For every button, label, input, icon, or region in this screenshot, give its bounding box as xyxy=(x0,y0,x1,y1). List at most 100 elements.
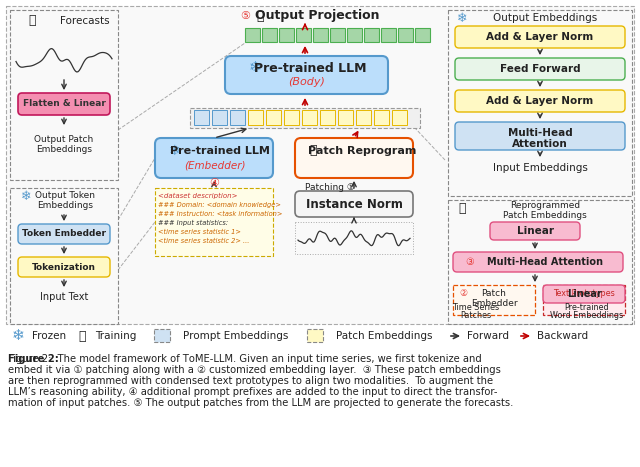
Bar xyxy=(302,110,317,125)
Text: ❄: ❄ xyxy=(248,61,261,76)
FancyBboxPatch shape xyxy=(225,56,388,94)
Text: ❄: ❄ xyxy=(457,12,467,24)
Text: Prompt Embeddings: Prompt Embeddings xyxy=(183,331,289,341)
Text: embed it via ① patching along with a ② customized embedding layer.  ③ These patc: embed it via ① patching along with a ② c… xyxy=(8,365,501,375)
FancyBboxPatch shape xyxy=(455,26,625,48)
Bar xyxy=(154,329,170,342)
Text: Linear: Linear xyxy=(566,289,602,299)
Text: Add & Layer Norm: Add & Layer Norm xyxy=(486,32,594,42)
Bar xyxy=(330,28,345,42)
Bar xyxy=(307,329,323,342)
Text: Figure 2:  The model framework of TᴏME-LLM. Given an input time series, we first: Figure 2: The model framework of TᴏME-LL… xyxy=(8,354,482,364)
Text: Time Series: Time Series xyxy=(452,304,500,312)
Text: 🔥: 🔥 xyxy=(458,201,466,214)
Text: Patches: Patches xyxy=(460,311,492,320)
Bar xyxy=(266,110,281,125)
FancyBboxPatch shape xyxy=(295,191,413,217)
Bar xyxy=(262,28,277,42)
Bar xyxy=(284,110,299,125)
Text: 🔥: 🔥 xyxy=(78,330,86,342)
FancyBboxPatch shape xyxy=(453,252,623,272)
Text: Feed Forward: Feed Forward xyxy=(500,64,580,74)
FancyBboxPatch shape xyxy=(18,93,110,115)
Bar xyxy=(320,110,335,125)
Bar xyxy=(448,10,632,196)
FancyBboxPatch shape xyxy=(543,285,625,303)
Bar xyxy=(338,110,353,125)
Text: Embedder: Embedder xyxy=(470,298,517,307)
Bar xyxy=(230,110,245,125)
Bar xyxy=(398,28,413,42)
Text: ❄: ❄ xyxy=(12,328,24,344)
Text: Flatten & Linear: Flatten & Linear xyxy=(22,99,106,108)
Text: mation of input patches. ⑤ The output patches from the LLM are projected to gene: mation of input patches. ⑤ The output pa… xyxy=(8,398,513,408)
FancyBboxPatch shape xyxy=(18,257,110,277)
Text: ### Domain: <domain knowledge>: ### Domain: <domain knowledge> xyxy=(158,202,281,208)
Bar xyxy=(374,110,389,125)
Text: Frozen: Frozen xyxy=(32,331,66,341)
Text: ④: ④ xyxy=(209,178,219,188)
Text: Word Embeddings: Word Embeddings xyxy=(550,311,623,320)
FancyBboxPatch shape xyxy=(18,224,110,244)
Bar xyxy=(381,28,396,42)
Text: ②: ② xyxy=(459,289,467,297)
Bar xyxy=(347,28,362,42)
Text: Forecasts: Forecasts xyxy=(60,16,109,26)
Text: Text Prototypes: Text Prototypes xyxy=(553,289,615,297)
Text: Forward: Forward xyxy=(467,331,509,341)
Text: (Embedder): (Embedder) xyxy=(184,160,246,170)
Text: Multi-Head Attention: Multi-Head Attention xyxy=(487,257,603,267)
Text: 🔥: 🔥 xyxy=(256,9,264,22)
Text: Instance Norm: Instance Norm xyxy=(305,198,403,211)
Text: are then reprogrammed with condensed text prototypes to align two modalities.  T: are then reprogrammed with condensed tex… xyxy=(8,376,493,386)
Bar xyxy=(245,28,260,42)
Text: Pre-trained: Pre-trained xyxy=(564,304,609,312)
Text: 🔥: 🔥 xyxy=(28,14,36,27)
Text: <time series statistic 2> ...: <time series statistic 2> ... xyxy=(158,238,250,244)
Bar xyxy=(6,6,634,324)
Text: Output Token: Output Token xyxy=(35,191,95,200)
Text: Backward: Backward xyxy=(537,331,588,341)
Bar xyxy=(194,110,209,125)
Text: ❄: ❄ xyxy=(169,144,181,158)
Text: Input Embeddings: Input Embeddings xyxy=(493,163,588,173)
Text: Add & Layer Norm: Add & Layer Norm xyxy=(486,96,594,106)
Text: Embeddings: Embeddings xyxy=(36,144,92,154)
Text: (Body): (Body) xyxy=(289,77,325,87)
Bar xyxy=(190,108,420,128)
Bar xyxy=(212,110,227,125)
Bar xyxy=(448,200,632,324)
Text: Patch: Patch xyxy=(481,289,506,297)
Text: Patch Embeddings: Patch Embeddings xyxy=(336,331,433,341)
Bar xyxy=(364,28,379,42)
Text: Pre-trained LLM: Pre-trained LLM xyxy=(253,62,366,75)
Text: ③: ③ xyxy=(466,257,474,267)
Bar xyxy=(453,285,535,315)
Text: Figure 2:: Figure 2: xyxy=(8,354,59,364)
Text: Input Text: Input Text xyxy=(40,292,88,302)
FancyBboxPatch shape xyxy=(295,138,413,178)
Text: Embeddings: Embeddings xyxy=(37,201,93,211)
Text: ### Input statistics:: ### Input statistics: xyxy=(158,220,228,226)
Text: <dataset description>: <dataset description> xyxy=(158,193,237,199)
FancyBboxPatch shape xyxy=(455,122,625,150)
Text: 🔥: 🔥 xyxy=(309,144,317,157)
Text: ### Instruction: <task information>: ### Instruction: <task information> xyxy=(158,211,282,217)
Bar xyxy=(248,110,263,125)
Text: Tokenization: Tokenization xyxy=(32,262,96,271)
Bar xyxy=(392,110,407,125)
Text: LLM’s reasoning ability, ④ additional prompt prefixes are added to the input to : LLM’s reasoning ability, ④ additional pr… xyxy=(8,387,497,397)
FancyBboxPatch shape xyxy=(490,222,580,240)
Text: Patch Reprogram: Patch Reprogram xyxy=(308,146,416,156)
Text: Multi-Head: Multi-Head xyxy=(508,128,572,138)
Text: Pre-trained LLM: Pre-trained LLM xyxy=(170,146,270,156)
Text: <time series statistic 1>: <time series statistic 1> xyxy=(158,229,241,235)
Text: ❄: ❄ xyxy=(20,191,31,204)
Text: Reprogrammed: Reprogrammed xyxy=(510,200,580,210)
FancyBboxPatch shape xyxy=(455,58,625,80)
Text: Output Projection: Output Projection xyxy=(255,9,380,22)
Text: Training: Training xyxy=(95,331,136,341)
Text: Patch Embeddings: Patch Embeddings xyxy=(503,211,587,219)
Bar xyxy=(279,28,294,42)
Bar xyxy=(295,222,413,254)
